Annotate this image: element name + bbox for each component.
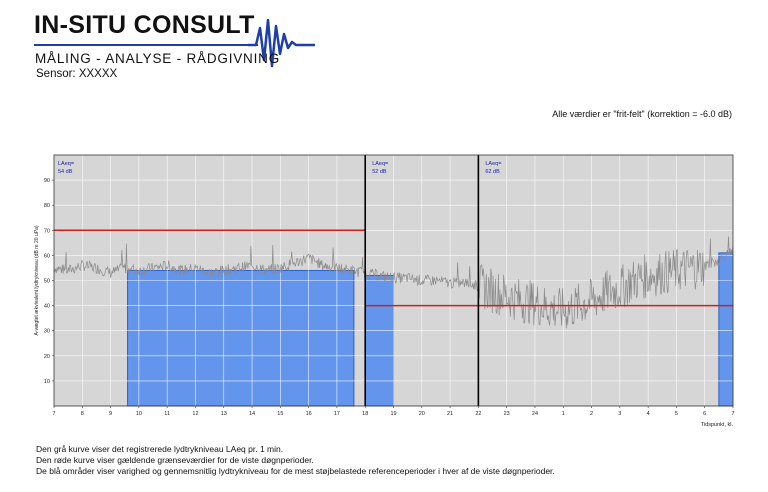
chart-legend-text: Den grå kurve viser det registrerede lyd… (36, 444, 555, 477)
x-tick-label: 16 (306, 411, 312, 417)
x-tick-label: 7 (731, 411, 734, 417)
x-tick-label: 13 (221, 411, 227, 417)
y-tick-label: 90 (44, 178, 50, 184)
x-tick-label: 14 (249, 411, 255, 417)
x-tick-label: 6 (703, 411, 706, 417)
footer-line-red: Den røde kurve viser gældende grænseværd… (36, 455, 314, 465)
logo-graphic (34, 18, 315, 68)
x-tick-label: 9 (109, 411, 112, 417)
x-tick-label: 12 (192, 411, 198, 417)
sensor-label: Sensor: XXXXX (36, 68, 118, 80)
x-axis-label: Tidspunkt, kl. (701, 422, 734, 428)
x-tick-label: 20 (419, 411, 425, 417)
x-tick-label: 18 (362, 411, 368, 417)
footer-line-blue: De blå områder viser varighed og gennems… (36, 466, 555, 476)
measured-level-trace (53, 236, 734, 329)
blue-area-1 (364, 274, 395, 407)
x-tick-label: 4 (647, 411, 650, 417)
blue-area-0 (127, 269, 355, 407)
y-tick-label: 30 (44, 329, 50, 335)
x-tick-label: 19 (390, 411, 396, 417)
x-tick-label: 22 (475, 411, 481, 417)
brand-name: IN-SITU CONSULT (34, 11, 255, 39)
x-tick-label: 21 (447, 411, 453, 417)
x-tick-label: 23 (504, 411, 510, 417)
y-tick-label: 80 (44, 203, 50, 209)
x-tick-label: 10 (136, 411, 142, 417)
period-value-2: 62 dB (485, 169, 500, 175)
y-tick-label: 40 (44, 304, 50, 310)
x-tick-label: 24 (532, 411, 538, 417)
waveform-icon (248, 18, 315, 68)
free-field-note: Alle værdier er "frit-felt" (korrektion … (552, 109, 732, 119)
period-label-1: LAeq= (372, 161, 388, 167)
x-tick-label: 1 (562, 411, 565, 417)
brand-tagline: MÅLING - ANALYSE - RÅDGIVNING (35, 51, 280, 66)
blue-area-2 (718, 252, 734, 407)
x-tick-label: 11 (164, 411, 170, 417)
y-tick-label: 10 (44, 379, 50, 385)
x-tick-label: 3 (618, 411, 621, 417)
x-tick-label: 15 (277, 411, 283, 417)
period-label-0: LAeq= (58, 161, 74, 167)
period-value-1: 52 dB (372, 169, 387, 175)
x-tick-label: 5 (675, 411, 678, 417)
period-label-2: LAeq= (485, 161, 501, 167)
y-tick-label: 50 (44, 279, 50, 285)
y-tick-label: 60 (44, 253, 50, 259)
x-tick-label: 7 (52, 411, 55, 417)
y-axis-label: A-vægtet ækvivalent lydtrykniveau (dB re… (34, 225, 40, 335)
y-tick-label: 70 (44, 228, 50, 234)
x-tick-label: 17 (334, 411, 340, 417)
x-tick-label: 8 (81, 411, 84, 417)
period-value-0: 54 dB (58, 169, 73, 175)
noise-level-chart: LAeq= 54 dB LAeq= 52 dB LAeq= 62 dB 10 20 30 40 50… (34, 154, 735, 428)
x-tick-label: 2 (590, 411, 593, 417)
footer-line-grey: Den grå kurve viser det registrerede lyd… (36, 444, 284, 454)
y-tick-label: 20 (44, 354, 50, 360)
